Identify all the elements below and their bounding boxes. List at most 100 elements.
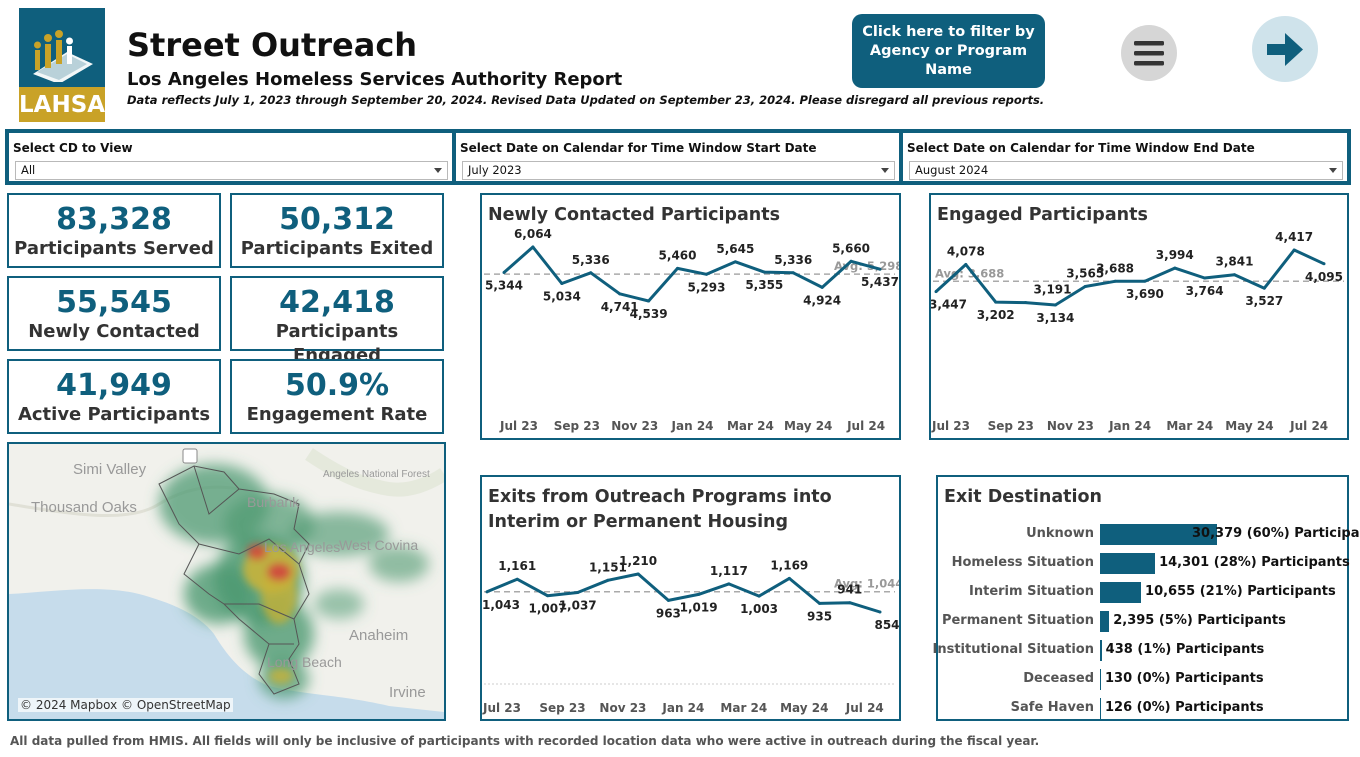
x-tick-label: Mar 24 xyxy=(727,419,774,433)
district-lines xyxy=(193,465,300,645)
next-page-button[interactable] xyxy=(1252,16,1318,82)
data-point xyxy=(515,577,519,581)
x-tick-label: Sep 23 xyxy=(554,419,600,433)
data-label: 963 xyxy=(656,606,681,620)
data-label: 5,293 xyxy=(687,280,725,294)
data-point xyxy=(704,272,708,276)
data-label: 941 xyxy=(837,583,862,597)
start-date-filter: Select Date on Calendar for Time Window … xyxy=(456,133,899,181)
data-point xyxy=(791,271,795,275)
start-date-select[interactable]: July 2023 xyxy=(462,161,895,180)
exit-row[interactable]: Unknown 30,379 (60%) Participants xyxy=(938,522,1360,546)
filter-by-agency-button[interactable]: Click here to filter by Agency or Progra… xyxy=(852,14,1045,88)
data-label: 5,034 xyxy=(543,289,581,303)
x-tick-label: Sep 23 xyxy=(988,419,1034,433)
data-label: 1,117 xyxy=(710,564,748,578)
data-point xyxy=(676,266,680,270)
exit-category-label: Safe Haven xyxy=(1010,700,1094,715)
exit-bar xyxy=(1100,582,1142,603)
data-label: 6,064 xyxy=(514,227,552,241)
data-point xyxy=(1292,248,1296,252)
data-point xyxy=(849,259,853,263)
exit-row[interactable]: Interim Situation 10,655 (21%) Participan… xyxy=(938,580,1348,604)
data-label: 3,447 xyxy=(931,298,967,312)
kpi-label: Newly Contacted xyxy=(28,321,200,342)
exit-value-label: 130 (0%) Participants xyxy=(1105,671,1264,686)
data-label: 4,924 xyxy=(803,293,841,307)
x-tick-label: Jan 24 xyxy=(661,701,704,715)
forest-area xyxy=(305,448,444,497)
place-label: West Covina xyxy=(339,537,418,553)
data-point xyxy=(1203,276,1207,280)
data-label: 4,741 xyxy=(601,300,639,314)
exit-row[interactable]: Homeless Situation 14,301 (28%) Participa… xyxy=(938,551,1350,575)
data-label: 1,210 xyxy=(619,554,657,568)
data-label: 5,344 xyxy=(485,278,523,292)
data-label: 4,539 xyxy=(630,307,668,321)
x-tick-label: Jul 24 xyxy=(845,701,884,715)
data-label: 3,202 xyxy=(977,308,1015,322)
exit-bar xyxy=(1100,611,1110,632)
exit-row[interactable]: Institutional Situation 438 (1%) Particip… xyxy=(933,638,1348,662)
data-point xyxy=(576,590,580,594)
kpi-value: 41,949 xyxy=(56,368,172,403)
x-tick-label: Jul 24 xyxy=(1289,419,1328,433)
data-point xyxy=(878,267,882,271)
logo-band xyxy=(19,87,105,122)
data-label: 3,565 xyxy=(1066,267,1104,281)
chevron-down-icon xyxy=(881,168,889,173)
kpi-label: Active Participants xyxy=(17,404,211,425)
end-date-filter: Select Date on Calendar for Time Window … xyxy=(903,133,1347,181)
exit-bar xyxy=(1100,553,1156,574)
data-label: 5,355 xyxy=(745,278,783,292)
kpi-participants-exited: 50,312 Participants Exited xyxy=(230,193,444,268)
exit-row[interactable]: Deceased 130 (0%) Participants xyxy=(938,667,1348,691)
kpi-value: 83,328 xyxy=(56,202,172,237)
heatmap-map[interactable]: Simi Valley Thousand Oaks Angeles Nation… xyxy=(7,442,446,721)
kpi-participants-engaged: 42,418 Participants Engaged xyxy=(230,276,444,366)
engaged-participants-panel: Engaged Participants Avg: 3,688 3,447 4,07… xyxy=(929,193,1349,440)
place-label: Los Angeles xyxy=(264,539,340,555)
chart-title: Engaged Participants xyxy=(937,205,1148,225)
x-tick-label: Mar 24 xyxy=(720,701,767,715)
data-point xyxy=(606,578,610,582)
menu-button[interactable] xyxy=(1121,25,1177,81)
average-label: Avg: 1,044 xyxy=(834,577,899,591)
x-tick-label: Sep 23 xyxy=(539,701,585,715)
exit-category-label: Homeless Situation xyxy=(951,555,1094,570)
x-tick-label: Mar 24 xyxy=(1166,419,1213,433)
start-date-value: July 2023 xyxy=(468,163,522,177)
exit-row[interactable]: Permanent Situation 2,395 (5%) Participan… xyxy=(938,609,1348,633)
engaged-participants-chart: Avg: 3,6883,4474,0783,2023,1913,1343,565… xyxy=(931,230,1344,433)
start-date-label: Select Date on Calendar for Time Window … xyxy=(460,141,817,155)
chart-title: Exits from Outreach Programs into Interi… xyxy=(488,487,832,532)
x-tick-label: Jan 24 xyxy=(1108,419,1151,433)
map-credit[interactable]: © 2024 Mapbox © OpenStreetMap xyxy=(18,698,233,712)
exit-row[interactable]: Safe Haven 126 (0%) Participants xyxy=(938,696,1348,720)
data-label: 3,764 xyxy=(1186,284,1224,298)
place-label: Irvine xyxy=(389,684,426,701)
data-label: 1,037 xyxy=(559,598,597,612)
data-label: 5,660 xyxy=(832,241,870,255)
x-tick-label: Jan 24 xyxy=(671,419,714,433)
data-point xyxy=(964,263,968,267)
end-date-select[interactable]: August 2024 xyxy=(909,161,1343,180)
data-point xyxy=(618,292,622,296)
kpi-value: 50.9% xyxy=(284,368,390,403)
exit-value-label: 438 (1%) Participants xyxy=(1105,642,1265,657)
exits-housing-panel: Exits from Outreach Programs into Interi… xyxy=(480,475,901,721)
data-point xyxy=(531,245,535,249)
data-point xyxy=(1083,285,1087,289)
exit-value-label: 2,395 (5%) Participants xyxy=(1113,613,1286,628)
x-tick-label: Nov 23 xyxy=(1047,419,1094,433)
data-label: 5,645 xyxy=(716,242,754,256)
lahsa-logo[interactable]: LAHSA xyxy=(19,8,105,122)
exit-destination-panel: Exit Destination Unknown 30,379 (60%) Par… xyxy=(933,475,1360,721)
kpi-value: 55,545 xyxy=(56,285,172,320)
data-point xyxy=(1322,262,1326,266)
cd-select[interactable]: All xyxy=(15,161,448,180)
data-point xyxy=(1113,279,1117,283)
data-label: 5,460 xyxy=(659,248,697,262)
data-point xyxy=(636,572,640,576)
exit-value-label: 126 (0%) Participants xyxy=(1105,700,1264,715)
